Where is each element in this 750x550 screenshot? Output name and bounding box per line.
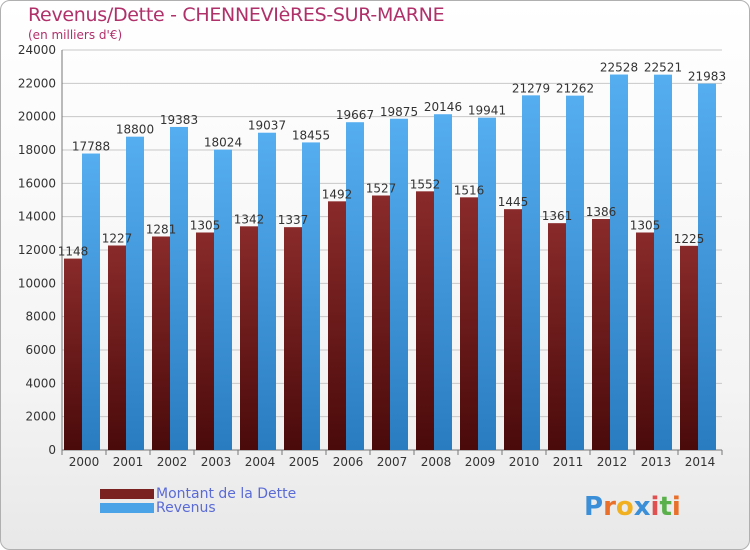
bar-debt bbox=[372, 195, 390, 450]
bar-revenue bbox=[654, 74, 672, 451]
bar-debt bbox=[196, 232, 214, 450]
data-label-debt: 1552 bbox=[410, 177, 441, 191]
x-tick-label: 2013 bbox=[641, 455, 672, 469]
data-label-revenue: 18024 bbox=[204, 136, 242, 150]
x-tick-label: 2004 bbox=[245, 455, 276, 469]
bar-debt bbox=[152, 236, 170, 450]
bar-debt bbox=[416, 191, 434, 451]
x-tick-label: 2005 bbox=[289, 455, 320, 469]
bar-revenue bbox=[610, 74, 628, 451]
bar-debt bbox=[592, 219, 610, 450]
x-tick-label: 2007 bbox=[377, 455, 408, 469]
x-tick-label: 2001 bbox=[113, 455, 144, 469]
bar-revenue bbox=[434, 114, 452, 450]
legend-item-revenue: Revenus bbox=[100, 500, 216, 516]
data-label-debt: 1516 bbox=[454, 183, 485, 197]
data-label-debt: 1386 bbox=[586, 205, 617, 219]
bar-revenue bbox=[302, 142, 320, 450]
data-label-revenue: 19667 bbox=[336, 108, 374, 122]
legend-label-revenue: Revenus bbox=[156, 500, 216, 516]
bar-revenue bbox=[522, 95, 540, 450]
data-label-debt: 1148 bbox=[58, 245, 89, 259]
x-tick-label: 2009 bbox=[465, 455, 496, 469]
y-tick-label: 18000 bbox=[18, 143, 56, 157]
bar-debt bbox=[108, 245, 126, 450]
y-tick-label: 16000 bbox=[18, 176, 56, 190]
bar-revenue bbox=[566, 95, 584, 450]
data-label-debt: 1225 bbox=[674, 232, 705, 246]
y-tick-label: 8000 bbox=[25, 310, 56, 324]
bar-revenue bbox=[258, 132, 276, 450]
x-tick-label: 2008 bbox=[421, 455, 452, 469]
data-label-revenue: 21279 bbox=[512, 81, 550, 95]
data-label-revenue: 19383 bbox=[160, 113, 198, 127]
x-tick-label: 2003 bbox=[201, 455, 232, 469]
data-label-revenue: 22528 bbox=[600, 61, 638, 75]
y-tick-label: 10000 bbox=[18, 276, 56, 290]
bar-debt bbox=[64, 258, 82, 450]
data-label-debt: 1342 bbox=[234, 212, 265, 226]
y-tick-label: 20000 bbox=[18, 110, 56, 124]
bar-revenue bbox=[126, 136, 144, 450]
legend-swatch-debt bbox=[100, 489, 154, 499]
bar-debt bbox=[548, 223, 566, 450]
chart-title: Revenus/Dette - CHENNEVIèRES-SUR-MARNE bbox=[28, 4, 445, 26]
bar-revenue bbox=[478, 117, 496, 451]
data-label-revenue: 21983 bbox=[688, 70, 726, 84]
bar-revenue bbox=[82, 153, 100, 451]
bar-revenue bbox=[214, 149, 232, 450]
x-tick-label: 2006 bbox=[333, 455, 364, 469]
bar-debt bbox=[680, 245, 698, 450]
bar-debt bbox=[328, 201, 346, 450]
bar-debt bbox=[460, 197, 478, 450]
data-label-revenue: 19037 bbox=[248, 119, 286, 133]
bar-debt bbox=[636, 232, 654, 450]
data-label-debt: 1337 bbox=[278, 213, 309, 227]
data-label-revenue: 19941 bbox=[468, 104, 506, 118]
data-label-debt: 1227 bbox=[102, 232, 133, 246]
legend-item-debt: Montant de la Dette bbox=[100, 486, 296, 502]
x-tick-label: 2000 bbox=[69, 455, 100, 469]
y-tick-label: 4000 bbox=[25, 376, 56, 390]
data-label-revenue: 17788 bbox=[72, 140, 110, 154]
data-label-debt: 1492 bbox=[322, 187, 353, 201]
data-label-debt: 1527 bbox=[366, 182, 397, 196]
data-label-debt: 1305 bbox=[630, 219, 661, 233]
y-tick-label: 2000 bbox=[25, 410, 56, 424]
data-label-revenue: 19875 bbox=[380, 105, 418, 119]
data-label-debt: 1305 bbox=[190, 219, 221, 233]
bar-revenue bbox=[390, 118, 408, 450]
svg-text:Proxiti: Proxiti bbox=[584, 492, 681, 522]
x-tick-label: 2002 bbox=[157, 455, 188, 469]
legend-swatch-revenue bbox=[100, 503, 154, 513]
bar-revenue bbox=[170, 126, 188, 450]
x-tick-label: 2010 bbox=[509, 455, 540, 469]
bar-debt bbox=[284, 227, 302, 450]
chart-subtitle: (en milliers d'€) bbox=[28, 28, 123, 42]
x-tick-label: 2011 bbox=[553, 455, 584, 469]
data-label-debt: 1361 bbox=[542, 209, 573, 223]
y-tick-label: 24000 bbox=[18, 43, 56, 57]
y-tick-label: 14000 bbox=[18, 210, 56, 224]
bar-revenue bbox=[346, 122, 364, 450]
y-tick-label: 22000 bbox=[18, 76, 56, 90]
legend-label-debt: Montant de la Dette bbox=[156, 486, 297, 502]
data-label-debt: 1445 bbox=[498, 195, 529, 209]
x-tick-label: 2012 bbox=[597, 455, 628, 469]
data-label-debt: 1281 bbox=[146, 223, 177, 237]
data-label-revenue: 18455 bbox=[292, 128, 330, 142]
bar-revenue bbox=[698, 83, 716, 450]
bar-debt bbox=[504, 209, 522, 450]
proxiti-logo: Proxiti bbox=[584, 492, 681, 522]
y-tick-label: 0 bbox=[48, 443, 56, 457]
bar-debt bbox=[240, 226, 258, 450]
data-label-revenue: 22521 bbox=[644, 61, 682, 75]
x-tick-label: 2014 bbox=[685, 455, 716, 469]
y-tick-label: 6000 bbox=[25, 343, 56, 357]
data-label-revenue: 21262 bbox=[556, 82, 594, 96]
data-label-revenue: 18800 bbox=[116, 123, 154, 137]
data-label-revenue: 20146 bbox=[424, 100, 462, 114]
y-tick-label: 12000 bbox=[18, 243, 56, 257]
